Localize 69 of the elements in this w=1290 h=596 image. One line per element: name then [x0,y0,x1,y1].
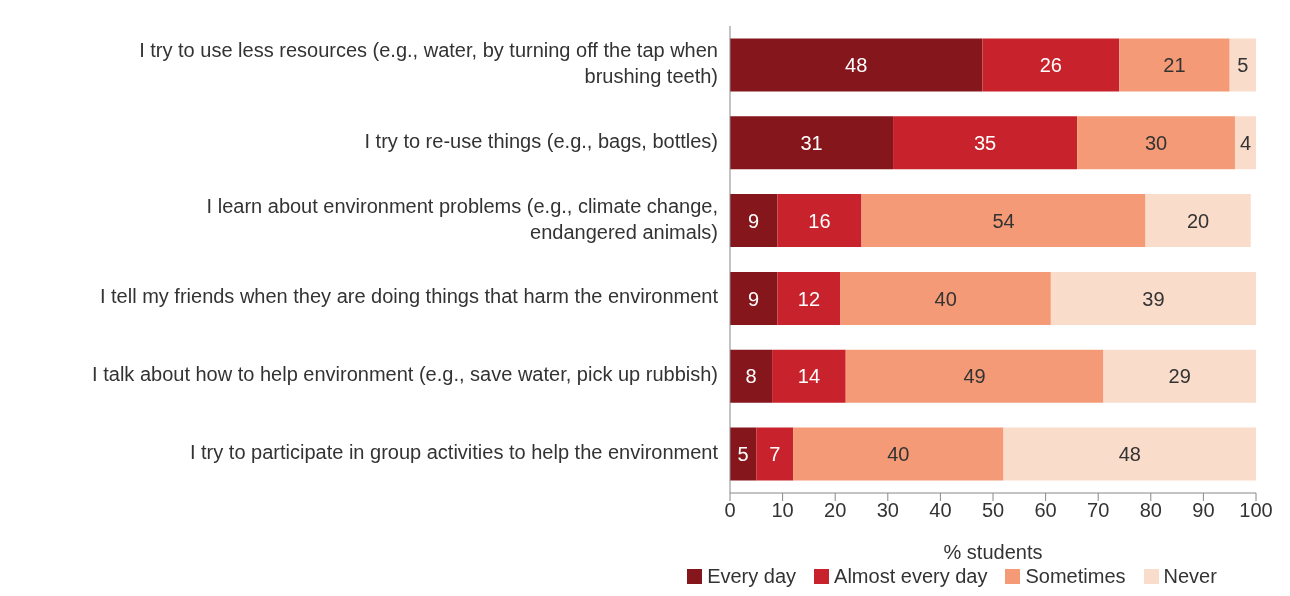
data-label: 16 [808,209,831,232]
bar [861,194,1146,248]
bar [845,349,1104,403]
data-label: 31 [800,131,823,154]
data-label: 39 [1142,287,1165,310]
data-label: 20 [1187,209,1210,232]
data-label: 5 [1237,54,1249,77]
legend-label: Almost every day [834,565,988,588]
bar [1229,38,1256,92]
bar [893,116,1078,170]
data-label: 21 [1163,54,1186,77]
data-label: 35 [973,131,997,154]
y-tick-label: I try to use less resources (e.g., water, by turning off the tap when brushing teeth) [139,39,718,88]
bar [730,116,894,170]
x-tick-label: 20 [824,499,847,522]
x-axis-title: % students [943,541,1043,563]
data-label: 12 [797,287,821,310]
bar [756,427,794,481]
x-tick-label: 10 [771,499,794,522]
x-tick-label: 100 [1239,499,1273,522]
x-tick-label: 80 [1139,499,1162,522]
data-label: 8 [745,365,757,388]
x-tick-label: 70 [1087,499,1110,522]
data-label: 9 [748,209,760,232]
bar [772,349,846,403]
bar [777,271,841,325]
legend-label: Every day [707,565,797,588]
data-label: 29 [1168,365,1191,388]
bar [1077,116,1235,170]
bar [730,38,983,92]
bar [730,349,773,403]
data-label: 30 [1144,131,1168,154]
data-label: 7 [769,443,781,466]
bar [730,271,778,325]
data-label: 40 [934,287,957,310]
x-tick-label: 0 [724,499,736,522]
bar [1119,38,1230,92]
bar [1050,271,1256,325]
x-tick-label: 40 [929,499,952,522]
data-label: 48 [1118,443,1141,466]
y-tick-label: I talk about how to help environment (e.g., save water, pick up rubbish) [92,363,718,386]
bar [1234,116,1256,170]
y-tick-label: I tell my friends when they are doing things that harm the environment [99,285,719,308]
x-tick-label: 90 [1192,499,1215,522]
data-label: 4 [1239,131,1252,154]
data-label: 48 [845,54,868,77]
data-label: 54 [992,209,1015,232]
bar [730,194,778,248]
y-tick-label: I try to participate in group activities to help the environment [189,441,719,464]
bar [1003,427,1256,481]
data-label: 49 [963,365,986,388]
bar [777,194,862,248]
bar [793,427,1004,481]
x-tick-label: 30 [876,499,899,522]
y-tick-label: I try to re-use things (e.g., bags, bottles) [364,130,718,153]
data-label: 26 [1039,54,1062,77]
x-tick-label: 50 [981,499,1005,522]
legend-label: Sometimes [1025,565,1126,588]
bar [1103,349,1256,403]
y-tick-label: I learn about environment problems (e.g., climate change, endangered animals) [206,194,718,243]
legend-label: Never [1163,565,1217,588]
bar [840,271,1051,325]
data-label: 14 [797,365,821,388]
data-label: 5 [737,443,749,466]
x-tick-label: 60 [1034,499,1057,522]
bar [982,38,1120,92]
bar [1145,194,1251,248]
data-label: 9 [748,287,760,310]
data-label: 40 [887,443,910,466]
